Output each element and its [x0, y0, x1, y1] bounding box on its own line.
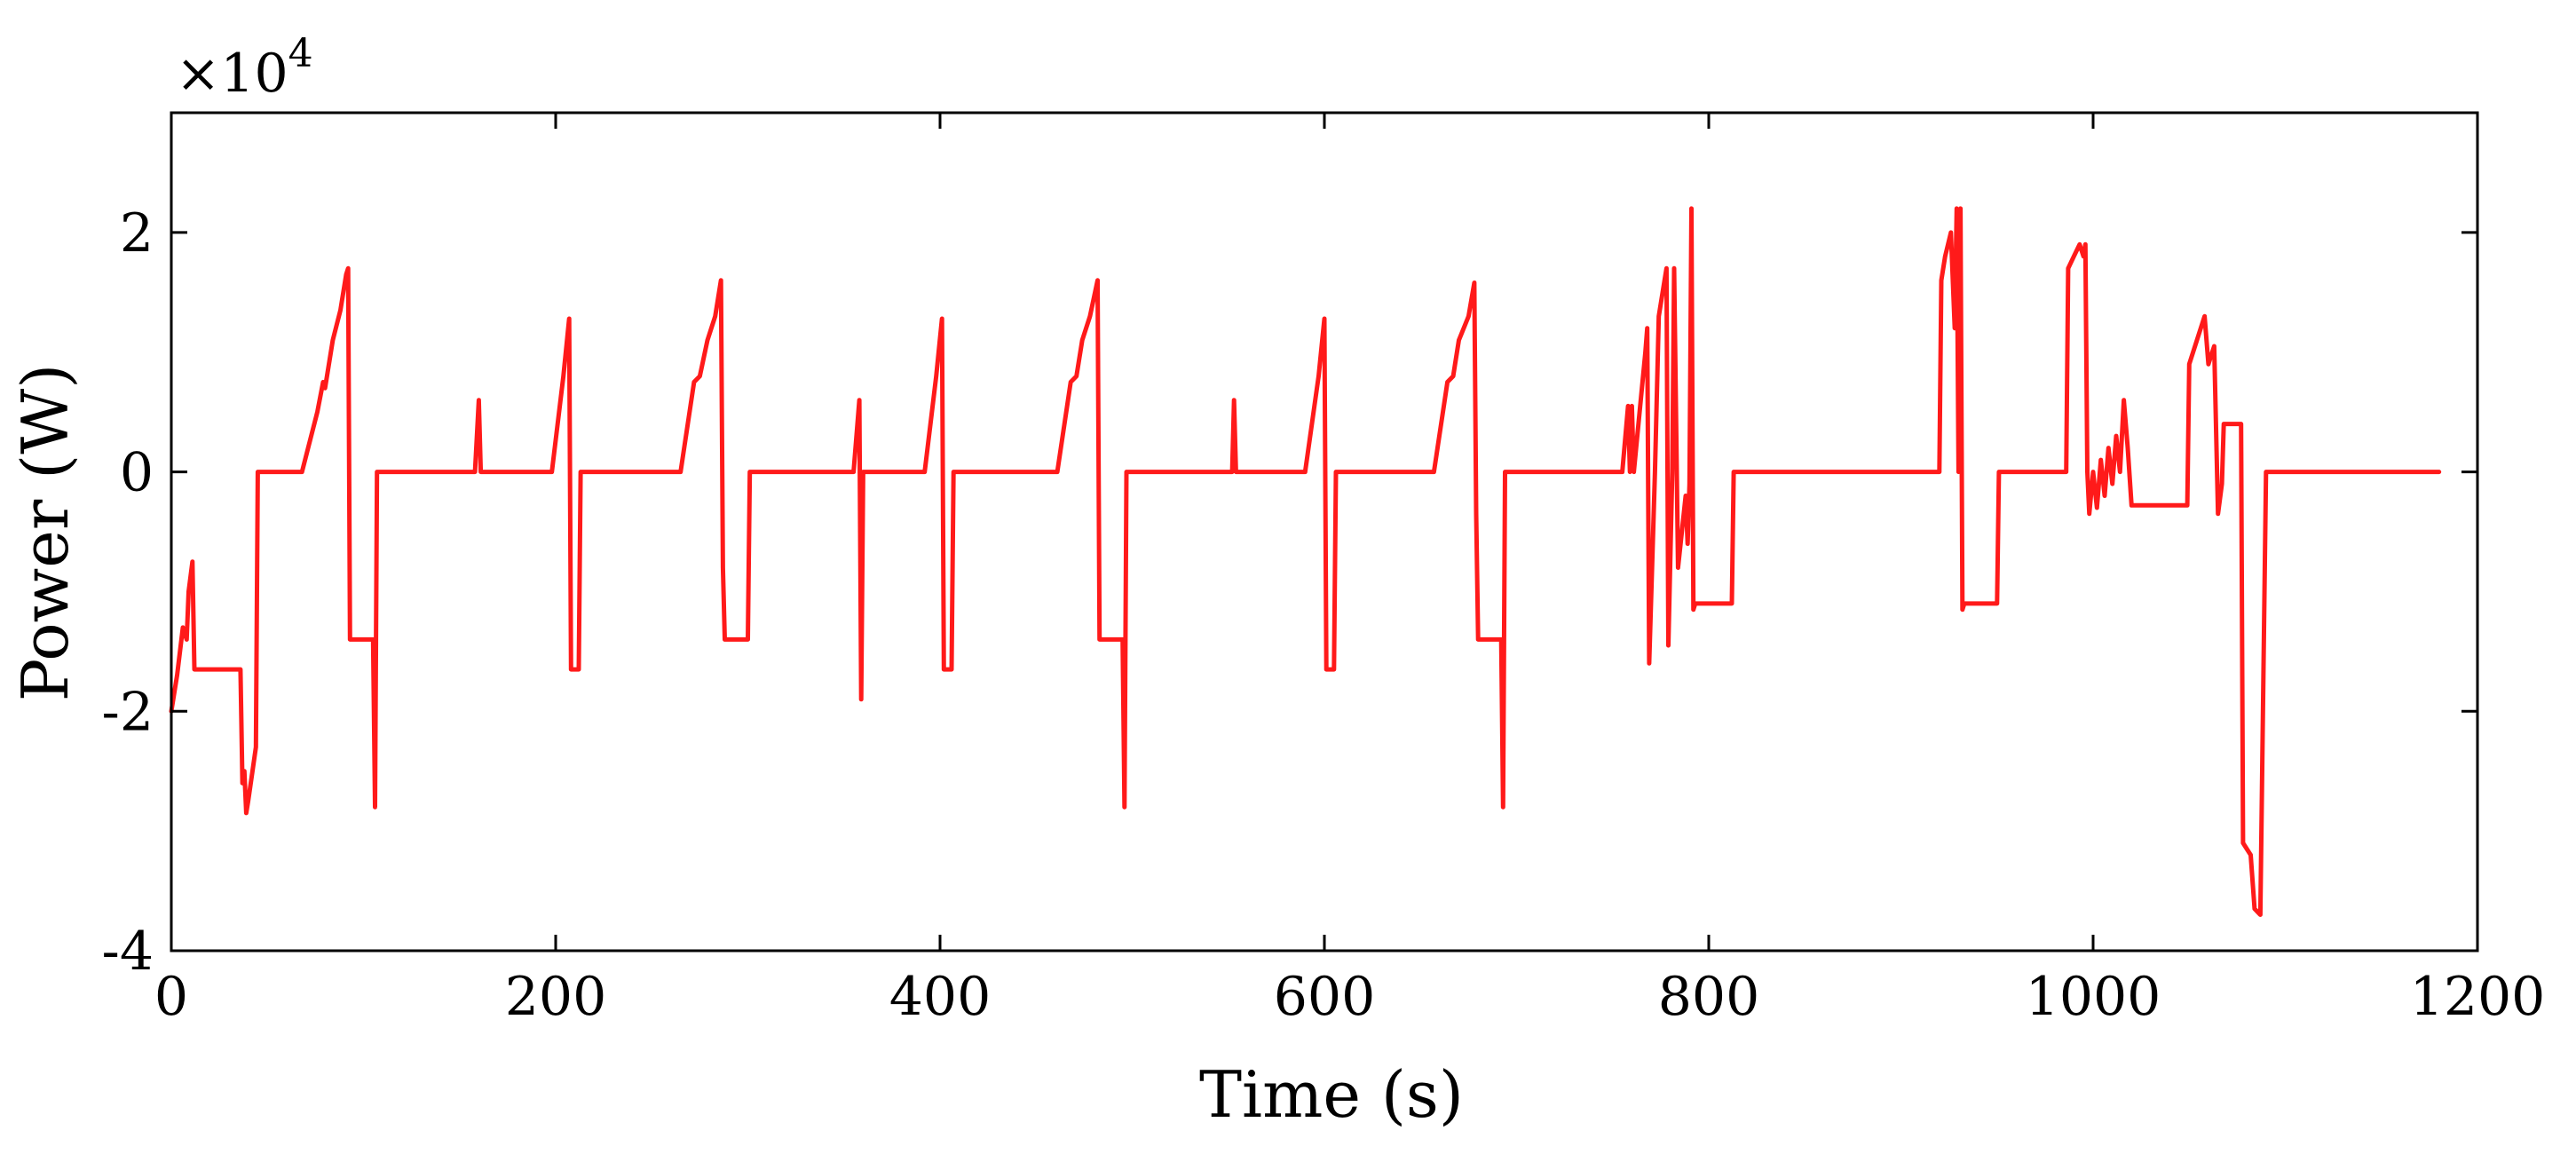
y-axis-title: Power (W)	[8, 364, 83, 702]
x-tick-label: 0	[154, 966, 188, 1028]
x-tick-label: 1000	[2026, 966, 2161, 1028]
x-tick-label: 600	[1274, 966, 1376, 1028]
y-tick-label: 0	[120, 442, 154, 504]
y-tick-label: -2	[102, 681, 154, 743]
y-exponent-label: ×104	[176, 31, 313, 105]
x-axis-title: Time (s)	[1199, 1057, 1464, 1132]
x-tick-label: 800	[1658, 966, 1760, 1028]
series-line-power	[169, 206, 2442, 917]
x-tick-label: 400	[889, 966, 992, 1028]
x-tick-label: 1200	[2410, 966, 2546, 1028]
x-tick-label: 200	[505, 966, 607, 1028]
y-tick-label: 2	[120, 202, 154, 265]
y-tick-label: -4	[102, 921, 154, 983]
